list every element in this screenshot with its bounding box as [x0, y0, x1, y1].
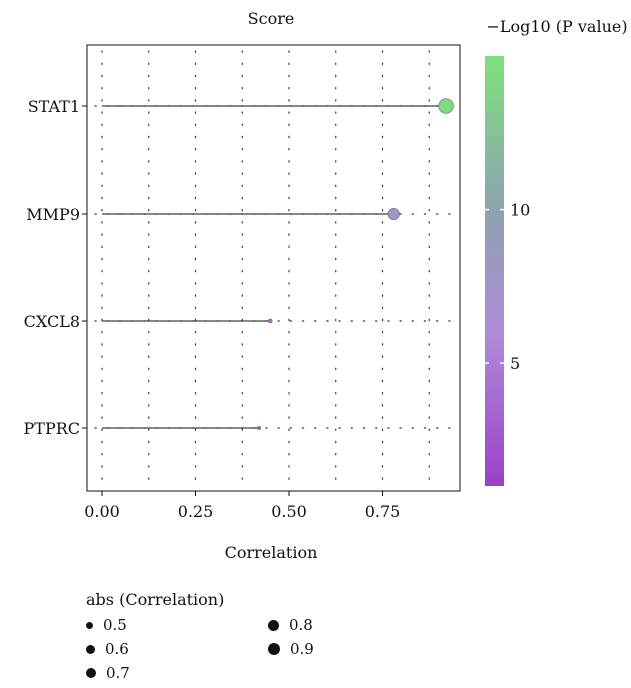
y-tick-label: STAT1 — [28, 97, 80, 116]
size-legend-label: 0.5 — [103, 616, 127, 634]
size-legend-dot — [268, 619, 279, 631]
size-legend-item: 0.7 — [86, 664, 130, 682]
x-tick-label: 0.75 — [365, 502, 401, 521]
size-legend-label: 0.9 — [290, 640, 314, 658]
size-legend-item: 0.9 — [268, 640, 314, 658]
data-point — [387, 207, 400, 221]
size-legend-item: 0.5 — [86, 616, 127, 634]
size-legend-item: 0.8 — [268, 616, 313, 634]
y-tick-label: MMP9 — [26, 205, 80, 224]
colorbar-tick-label: 5 — [510, 354, 520, 373]
color-legend-title: −Log10 (P value) — [486, 17, 627, 36]
data-point — [257, 425, 262, 431]
y-tick-label: CXCL8 — [24, 312, 80, 331]
color-legend-ticks: 10 5 — [485, 201, 530, 373]
color-legend-bar — [485, 56, 504, 486]
size-legend-dot — [86, 668, 96, 678]
x-tick-label: 0.00 — [84, 502, 120, 521]
size-legend-dot — [268, 643, 280, 655]
plot-grid — [94, 50, 457, 486]
size-legend-item: 0.6 — [86, 640, 129, 658]
data-point — [267, 318, 273, 324]
chart-title: Score — [248, 9, 295, 28]
lollipop-stems — [102, 105, 447, 429]
size-legend-dot — [86, 644, 95, 654]
size-legend-title: abs (Correlation) — [86, 590, 225, 609]
colorbar-tick-label: 10 — [510, 201, 530, 220]
y-tick-label: PTPRC — [24, 419, 81, 438]
data-point — [438, 98, 454, 114]
x-axis-title: Correlation — [225, 543, 318, 562]
size-legend-label: 0.7 — [106, 664, 130, 682]
y-axis-labels: STAT1 MMP9 CXCL8 PTPRC — [24, 97, 87, 438]
size-legend-label: 0.6 — [105, 640, 129, 658]
x-tick-label: 0.50 — [271, 502, 307, 521]
x-axis-labels: 0.00 0.25 0.50 0.75 — [84, 491, 400, 521]
size-legend-dot — [86, 621, 93, 629]
plot-frame — [86, 44, 461, 492]
size-legend-label: 0.8 — [289, 616, 313, 634]
lollipop-points — [257, 98, 454, 431]
x-tick-label: 0.25 — [178, 502, 214, 521]
